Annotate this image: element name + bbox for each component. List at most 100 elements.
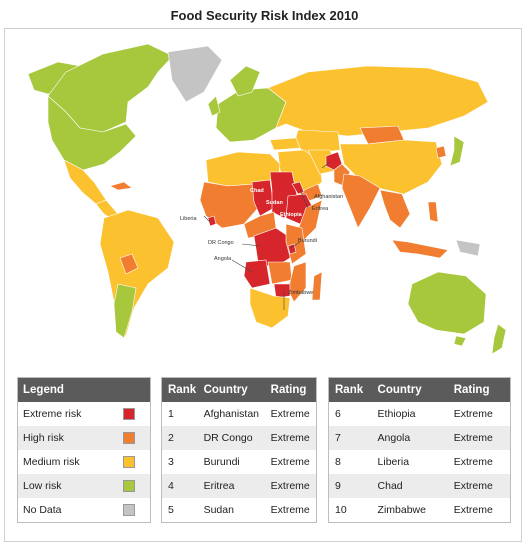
label-burundi: Burundi <box>298 238 317 244</box>
region-tasmania <box>453 335 467 347</box>
rank-cell: 9 <box>335 480 341 492</box>
region-madagascar <box>311 271 323 301</box>
ranking-header: Rank Country Rating <box>329 378 510 402</box>
rating-cell: Extreme <box>453 504 493 516</box>
rank-cell: 7 <box>335 432 341 444</box>
label-angola: Angola <box>214 256 232 262</box>
label-afghanistan: Afghanistan <box>314 194 343 200</box>
region-east-africa <box>285 223 307 265</box>
ranking-table-2: Rank Country Rating 6 Ethiopia Extreme 7… <box>328 377 511 523</box>
region-southern-africa <box>249 287 291 329</box>
region-russia <box>267 65 489 137</box>
rank-cell: 8 <box>335 456 341 468</box>
region-zambia <box>267 261 293 285</box>
table-row: 9 Chad Extreme <box>329 474 510 498</box>
column-header-rating: Rating <box>270 384 307 396</box>
rating-cell: Extreme <box>453 408 493 420</box>
region-usa <box>47 95 137 171</box>
map-title: Food Security Risk Index 2010 <box>170 8 359 23</box>
legend-swatch-extreme <box>123 408 135 420</box>
country-cell: Chad <box>377 480 403 492</box>
country-cell: Eritrea <box>203 480 235 492</box>
region-uk <box>207 95 221 117</box>
rating-cell: Extreme <box>453 456 493 468</box>
column-header-rank: Rank <box>168 384 197 396</box>
label-eritrea: Eritrea <box>312 206 329 212</box>
region-burundi <box>287 243 297 255</box>
legend-item-label: Medium risk <box>23 456 80 468</box>
country-cell: Liberia <box>377 456 410 468</box>
table-row: 1 Afghanistan Extreme <box>162 402 316 426</box>
column-header-rating: Rating <box>453 384 490 396</box>
rank-cell: 1 <box>168 408 174 420</box>
legend-item: Extreme risk <box>18 402 150 426</box>
table-row: 6 Ethiopia Extreme <box>329 402 510 426</box>
region-new-zealand <box>491 323 507 355</box>
rank-cell: 4 <box>168 480 174 492</box>
rank-cell: 2 <box>168 432 174 444</box>
country-cell: DR Congo <box>203 432 253 444</box>
label-ethiopia: Ethiopia <box>280 212 303 218</box>
region-greenland <box>167 45 223 103</box>
country-cell: Ethiopia <box>377 408 416 420</box>
region-philippines <box>427 201 439 223</box>
table-row: 3 Burundi Extreme <box>162 450 316 474</box>
region-argentina <box>113 283 137 339</box>
region-southeast-asia <box>379 189 411 229</box>
country-cell: Sudan <box>203 504 234 516</box>
legend-item-label: Extreme risk <box>23 408 82 420</box>
region-chad <box>251 179 275 217</box>
legend-swatch-high <box>123 432 135 444</box>
region-eritrea <box>291 181 305 195</box>
legend-item: High risk <box>18 426 150 450</box>
region-europe <box>215 87 287 143</box>
region-india <box>341 173 381 229</box>
region-indonesia <box>391 239 449 259</box>
region-south-america <box>99 209 175 337</box>
legend-swatch-nodata <box>123 504 135 516</box>
table-row: 5 Sudan Extreme <box>162 498 316 522</box>
region-angola <box>243 259 271 289</box>
rating-cell: Extreme <box>270 408 310 420</box>
region-somalia <box>297 199 323 241</box>
legend-header: Legend <box>18 378 150 402</box>
column-header-country: Country <box>377 384 422 396</box>
rating-cell: Extreme <box>270 456 310 468</box>
region-new-guinea <box>455 239 481 257</box>
legend-swatch-medium <box>123 456 135 468</box>
region-australia <box>407 271 487 335</box>
rank-cell: 3 <box>168 456 174 468</box>
region-bolivia <box>119 253 139 275</box>
rating-cell: Extreme <box>270 432 310 444</box>
legend-item: Medium risk <box>18 450 150 474</box>
label-drcongo: DR Congo <box>208 240 234 246</box>
rating-cell: Extreme <box>270 480 310 492</box>
world-risk-map: Chad Sudan Ethiopia Afghanistan Eritrea … <box>8 32 518 362</box>
rank-cell: 6 <box>335 408 341 420</box>
legend-swatch-low <box>123 480 135 492</box>
country-cell: Afghanistan <box>203 408 260 420</box>
legend-item: Low risk <box>18 474 150 498</box>
table-row: 4 Eritrea Extreme <box>162 474 316 498</box>
country-cell: Zimbabwe <box>377 504 426 516</box>
legend-item-label: High risk <box>23 432 64 444</box>
country-cell: Burundi <box>203 456 240 468</box>
legend-item-label: Low risk <box>23 480 62 492</box>
column-header-rank: Rank <box>335 384 364 396</box>
region-zimbabwe <box>273 283 291 299</box>
label-zimbabwe: Zimbabwe <box>288 290 313 296</box>
legend-item: No Data <box>18 498 150 522</box>
rating-cell: Extreme <box>453 432 493 444</box>
region-cuba <box>109 181 133 191</box>
legend-panel: Legend Extreme risk High risk Medium ris… <box>17 377 151 523</box>
region-japan <box>449 135 465 167</box>
legend-item-label: No Data <box>23 504 62 516</box>
rating-cell: Extreme <box>270 504 310 516</box>
region-scandinavia <box>229 65 261 97</box>
table-row: 8 Liberia Extreme <box>329 450 510 474</box>
table-row: 7 Angola Extreme <box>329 426 510 450</box>
rank-cell: 5 <box>168 504 174 516</box>
rank-cell: 10 <box>335 504 347 516</box>
label-liberia: Liberia <box>180 216 197 222</box>
region-turkey <box>269 137 301 151</box>
